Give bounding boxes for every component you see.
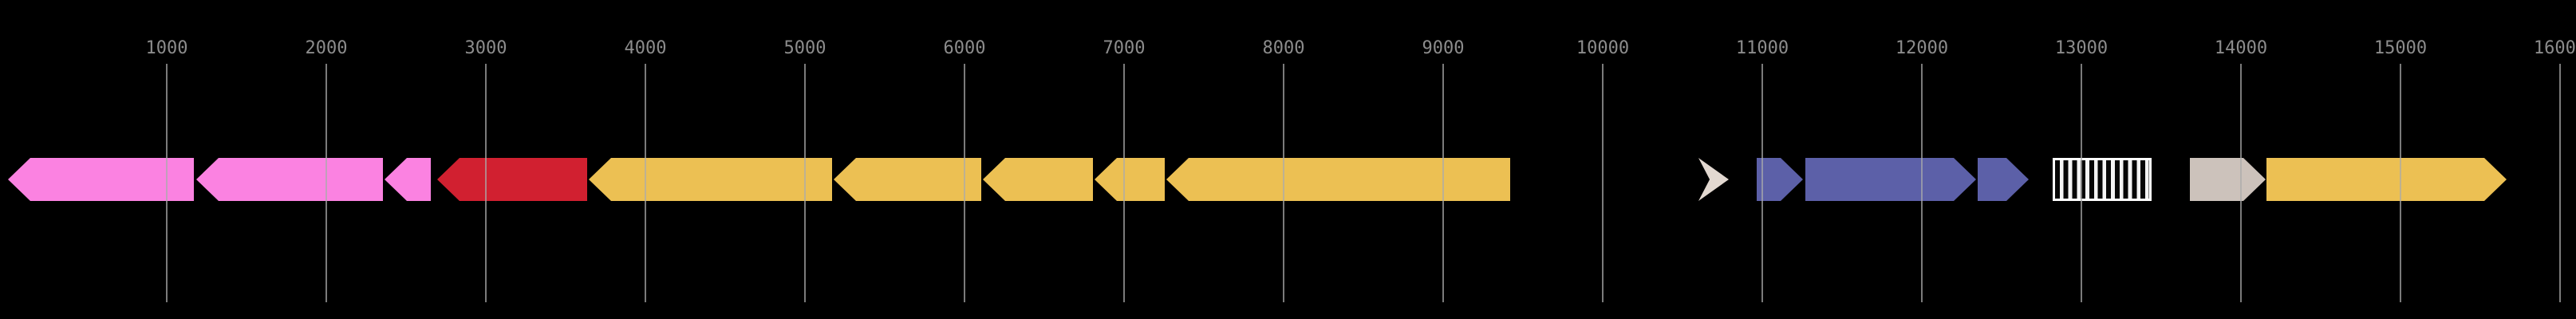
feature-14-gene-box xyxy=(2053,158,2152,201)
feature-02-gene-arrow xyxy=(196,158,383,201)
feature-07-gene-arrow xyxy=(983,158,1093,201)
feature-06-gene-arrow xyxy=(834,158,981,201)
axis-gridline xyxy=(485,64,487,302)
axis-tick-label: 7000 xyxy=(1103,38,1146,58)
axis-tick-label: 10000 xyxy=(1576,38,1630,58)
axis-gridline xyxy=(2081,64,2082,302)
axis-tick-label: 6000 xyxy=(943,38,986,58)
feature-16-gene-arrow xyxy=(2266,158,2507,201)
feature-01-gene-arrow xyxy=(8,158,194,201)
axis-tick-label: 4000 xyxy=(624,38,667,58)
axis-tick-label: 14000 xyxy=(2214,38,2268,58)
axis-gridline xyxy=(325,64,327,302)
axis-tick-label: 12000 xyxy=(1895,38,1949,58)
axis-gridline xyxy=(645,64,646,302)
axis-gridline xyxy=(1123,64,1125,302)
feature-11-gene-arrow xyxy=(1757,158,1803,201)
axis-tick-label: 3000 xyxy=(464,38,507,58)
feature-12-gene-arrow xyxy=(1805,158,1976,201)
axis-gridline xyxy=(804,64,806,302)
feature-15-gene-arrow xyxy=(2190,158,2266,201)
axis-tick-label: 1000 xyxy=(145,38,188,58)
axis-tick-label: 15000 xyxy=(2373,38,2428,58)
axis-tick-label: 16000 xyxy=(2533,38,2576,58)
feature-04-gene-arrow xyxy=(437,158,587,201)
feature-08-gene-arrow xyxy=(1095,158,1165,201)
axis-gridline xyxy=(2240,64,2242,302)
axis-tick-label: 2000 xyxy=(305,38,348,58)
axis-gridline xyxy=(1921,64,1923,302)
axis-tick-label: 11000 xyxy=(1735,38,1789,58)
axis-gridline xyxy=(1283,64,1284,302)
axis-gridline xyxy=(1602,64,1604,302)
feature-09-gene-arrow xyxy=(1166,158,1510,201)
axis-tick-label: 9000 xyxy=(1422,38,1465,58)
axis-tick-label: 5000 xyxy=(783,38,826,58)
feature-13-gene-arrow xyxy=(1978,158,2029,201)
axis-tick-label: 8000 xyxy=(1262,38,1305,58)
axis-gridline xyxy=(2400,64,2401,302)
feature-03-gene-arrow xyxy=(385,158,431,201)
feature-10-gene-arrow xyxy=(1698,158,1729,201)
axis-tick-label: 13000 xyxy=(2054,38,2109,58)
axis-gridline xyxy=(2559,64,2561,302)
axis-gridline xyxy=(166,64,168,302)
feature-05-gene-arrow xyxy=(589,158,832,201)
axis-gridline xyxy=(1761,64,1763,302)
axis-gridline xyxy=(1442,64,1444,302)
axis-gridline xyxy=(964,64,965,302)
